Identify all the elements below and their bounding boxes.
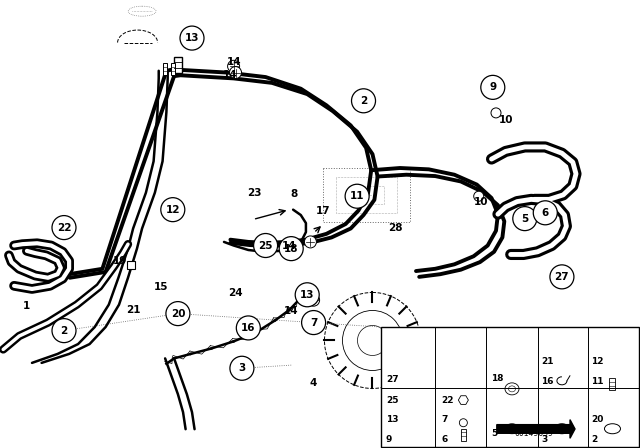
Circle shape — [295, 283, 319, 307]
Text: 5: 5 — [491, 429, 497, 438]
Text: 8: 8 — [291, 189, 298, 198]
Text: 3: 3 — [541, 435, 548, 444]
Text: 11: 11 — [591, 377, 604, 386]
Circle shape — [345, 184, 369, 208]
Text: 14: 14 — [284, 306, 298, 316]
Text: 11: 11 — [350, 191, 364, 201]
Text: 7: 7 — [441, 415, 447, 424]
Text: 18: 18 — [491, 374, 504, 383]
Bar — [171, 64, 175, 75]
Circle shape — [301, 310, 326, 335]
Text: 1: 1 — [23, 301, 31, 310]
Text: 22: 22 — [57, 223, 71, 233]
Circle shape — [52, 319, 76, 343]
Text: 9: 9 — [386, 435, 392, 444]
Text: 3: 3 — [238, 363, 246, 373]
Text: 15: 15 — [154, 282, 168, 292]
Text: 13: 13 — [386, 415, 399, 424]
Text: 27: 27 — [386, 375, 399, 384]
Circle shape — [481, 75, 505, 99]
Text: 13: 13 — [185, 33, 199, 43]
Text: 10: 10 — [474, 198, 488, 207]
Bar — [381, 327, 639, 447]
Text: 2: 2 — [60, 326, 68, 336]
Text: 24: 24 — [228, 289, 243, 298]
Circle shape — [550, 265, 574, 289]
Bar — [127, 261, 135, 269]
Text: 10: 10 — [499, 115, 513, 125]
Circle shape — [305, 236, 316, 248]
Text: 14: 14 — [282, 241, 296, 251]
Text: 14: 14 — [223, 70, 237, 80]
Text: 12: 12 — [591, 358, 604, 366]
Bar — [493, 417, 576, 441]
Text: 20: 20 — [591, 415, 604, 424]
Text: 18: 18 — [284, 244, 298, 254]
Circle shape — [161, 198, 185, 222]
Circle shape — [308, 294, 319, 306]
Bar — [336, 177, 397, 213]
Text: 19: 19 — [113, 256, 127, 266]
Text: 2: 2 — [360, 96, 367, 106]
Text: 23: 23 — [248, 188, 262, 198]
Circle shape — [230, 67, 241, 78]
Circle shape — [513, 207, 537, 231]
Text: 12: 12 — [166, 205, 180, 215]
Text: 4: 4 — [310, 378, 317, 388]
Text: 25: 25 — [259, 241, 273, 250]
Text: 26: 26 — [531, 333, 545, 343]
Text: 25: 25 — [386, 396, 399, 405]
Text: 28: 28 — [388, 223, 403, 233]
Circle shape — [236, 316, 260, 340]
Circle shape — [166, 302, 190, 326]
Text: 21: 21 — [541, 358, 554, 366]
Text: 6: 6 — [441, 435, 447, 444]
Text: 20: 20 — [171, 309, 185, 319]
Circle shape — [279, 237, 303, 261]
Circle shape — [180, 26, 204, 50]
Text: 27: 27 — [555, 272, 569, 282]
Text: 16: 16 — [241, 323, 255, 333]
Circle shape — [253, 233, 278, 258]
Bar — [174, 57, 182, 73]
Text: 5: 5 — [521, 214, 529, 224]
Bar — [163, 64, 167, 75]
Text: 6: 6 — [541, 208, 549, 218]
Circle shape — [228, 60, 239, 72]
Text: 16: 16 — [541, 377, 554, 386]
Bar — [461, 429, 466, 441]
Bar — [349, 186, 384, 204]
Circle shape — [491, 108, 501, 118]
Text: 14: 14 — [227, 57, 241, 67]
Circle shape — [474, 191, 484, 201]
Circle shape — [533, 201, 557, 225]
Text: 21: 21 — [126, 305, 140, 315]
Bar — [609, 379, 616, 390]
Text: 2: 2 — [591, 435, 598, 444]
Polygon shape — [497, 420, 575, 438]
Text: 9: 9 — [489, 82, 497, 92]
Text: 00149639: 00149639 — [515, 429, 554, 438]
Circle shape — [230, 356, 254, 380]
Circle shape — [351, 89, 376, 113]
Text: 7: 7 — [310, 318, 317, 327]
Circle shape — [52, 215, 76, 240]
Text: 17: 17 — [316, 207, 330, 216]
Text: 13: 13 — [300, 290, 314, 300]
Text: 22: 22 — [441, 396, 454, 405]
Bar — [323, 168, 410, 222]
